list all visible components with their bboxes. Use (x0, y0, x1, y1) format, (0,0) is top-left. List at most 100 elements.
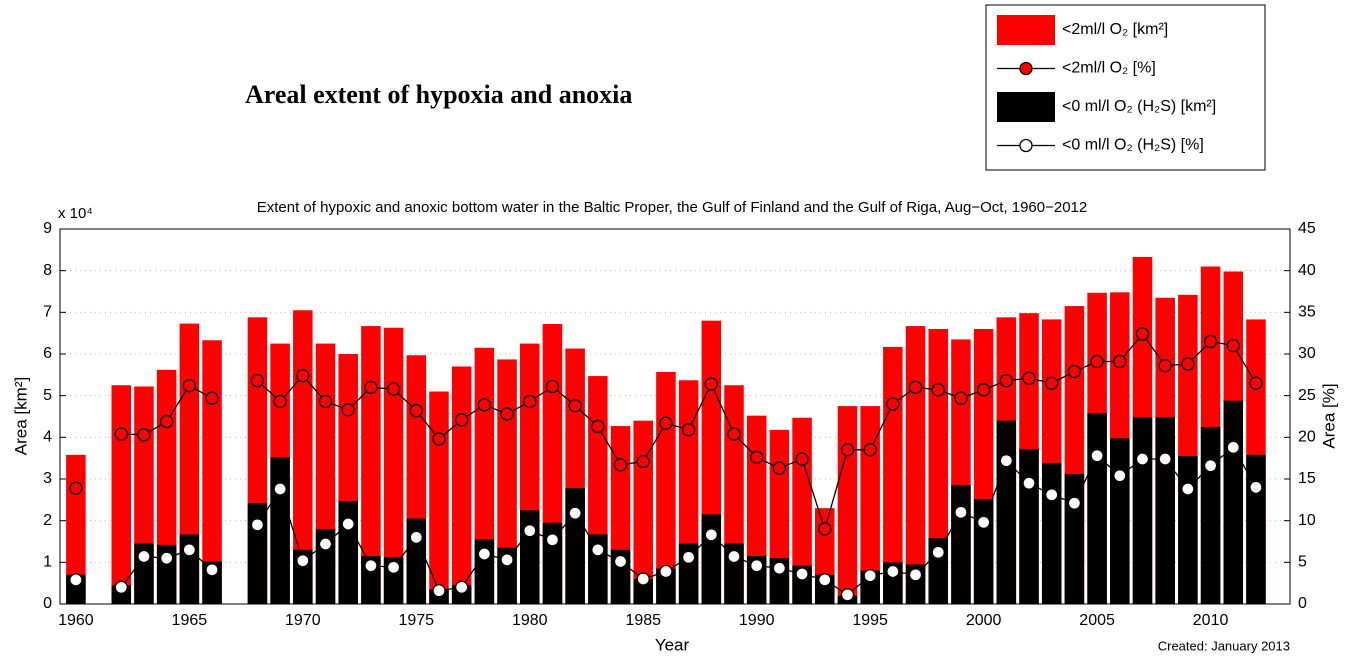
legend-label: <2ml/l O₂ [km²] (1062, 21, 1168, 38)
marker (681, 550, 696, 564)
marker (840, 588, 855, 602)
y-tick-label: 7 (43, 304, 52, 321)
marker (1226, 339, 1240, 353)
marker (659, 416, 673, 430)
marker (772, 561, 787, 575)
marker (613, 554, 628, 569)
legend-label: <0 ml/l O₂ (H₂S) [km²] (1062, 98, 1216, 115)
marker (273, 394, 287, 409)
y-tick-label: 2 (43, 512, 52, 529)
y2-tick-label: 5 (1298, 554, 1307, 571)
marker (455, 580, 469, 594)
y2-axis-label: Area [%] (1319, 383, 1338, 448)
marker (205, 563, 219, 577)
bar (883, 346, 903, 604)
marker (250, 518, 265, 532)
marker (250, 374, 265, 388)
marker (1249, 376, 1263, 390)
marker (704, 377, 718, 391)
marker (931, 383, 945, 397)
legend-swatch (997, 92, 1055, 122)
bar (383, 327, 404, 604)
marker (886, 564, 900, 579)
marker (69, 481, 83, 495)
marker (704, 528, 718, 542)
y-tick-label: 4 (43, 429, 52, 446)
marker (818, 522, 832, 536)
y2-tick-label: 45 (1298, 220, 1316, 237)
marker (1158, 452, 1172, 466)
bar (338, 501, 358, 604)
marker (432, 432, 446, 446)
marker (954, 391, 968, 405)
marker (318, 394, 333, 409)
marker (591, 543, 605, 557)
marker (296, 369, 310, 383)
marker (886, 397, 900, 411)
marker (1045, 488, 1059, 502)
bar (1019, 449, 1039, 604)
bar (1132, 417, 1153, 604)
bar (1200, 426, 1221, 604)
y2-tick-label: 30 (1298, 345, 1316, 362)
marker (613, 458, 628, 472)
marker (750, 450, 764, 464)
y-tick-label: 9 (43, 220, 52, 237)
marker (500, 553, 514, 567)
bar (1246, 454, 1266, 604)
marker (1249, 480, 1263, 494)
bar (497, 359, 517, 604)
marker (545, 379, 560, 394)
marker (1181, 482, 1195, 496)
marker (863, 443, 877, 457)
bar (1223, 400, 1244, 604)
marker (1113, 354, 1127, 369)
marker (1203, 459, 1218, 473)
marker (795, 567, 809, 581)
bar (860, 406, 880, 604)
y-multiplier: x 10⁴ (58, 205, 93, 222)
bar (837, 406, 858, 604)
y-tick-label: 3 (43, 470, 52, 487)
legend-marker (1019, 138, 1033, 153)
marker (137, 428, 151, 442)
marker (455, 413, 469, 427)
y2-tick-label: 15 (1298, 470, 1316, 487)
legend-swatch (997, 15, 1055, 45)
marker (976, 383, 991, 397)
marker (386, 560, 401, 574)
marker (296, 554, 310, 568)
y-tick-label: 6 (43, 345, 52, 362)
marker (500, 407, 514, 421)
x-tick-label: 1975 (398, 612, 434, 629)
x-axis-label: Year (655, 635, 690, 654)
marker (182, 543, 197, 557)
marker (1067, 364, 1082, 379)
marker (432, 584, 446, 598)
bar (792, 417, 812, 604)
marker (795, 452, 809, 466)
bar (656, 371, 676, 604)
bar (996, 420, 1017, 604)
created-note: Created: January 2013 (1158, 638, 1290, 653)
marker (341, 517, 355, 531)
marker (772, 461, 787, 475)
marker (976, 515, 991, 529)
marker (523, 394, 537, 409)
marker (840, 443, 855, 457)
marker (1158, 359, 1172, 373)
bar (951, 485, 971, 604)
marker (1022, 476, 1036, 490)
bar (1064, 474, 1085, 604)
marker (1045, 376, 1059, 390)
marker (1203, 334, 1218, 349)
y-tick-label: 0 (43, 595, 52, 612)
y2-tick-label: 10 (1298, 512, 1316, 529)
y2-tick-label: 25 (1298, 387, 1316, 404)
marker (863, 569, 877, 583)
marker (114, 427, 128, 441)
y2-tick-label: 35 (1298, 304, 1316, 321)
marker (1226, 440, 1240, 454)
